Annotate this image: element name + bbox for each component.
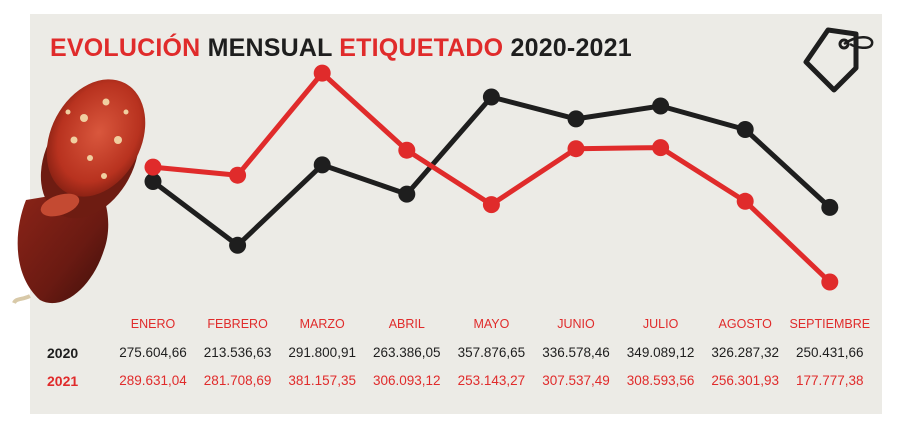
data-point-2020-febrero — [229, 236, 247, 254]
data-point-2020-enero — [144, 173, 162, 190]
data-point-2020-julio — [652, 97, 670, 115]
data-point-2021-julio — [652, 139, 670, 157]
value-2020: 336.578,46 — [542, 345, 610, 360]
value-2021: 281.708,69 — [203, 373, 272, 388]
series-line-2020 — [151, 94, 832, 248]
chart-title: EVOLUCIÓN MENSUAL ETIQUETADO 2020-2021 — [50, 36, 632, 61]
title-part-mensual: MENSUAL — [207, 34, 333, 62]
data-point-2021-abril — [398, 141, 416, 159]
value-2021: 253.143,27 — [457, 373, 526, 388]
value-2020: 213.536,63 — [203, 345, 272, 360]
value-2021: 307.537,49 — [542, 373, 610, 388]
month-label: MARZO — [299, 317, 345, 331]
value-2021: 308.593,56 — [626, 373, 695, 388]
month-label: ENERO — [130, 317, 176, 331]
month-label: JULIO — [642, 317, 679, 331]
data-point-2020-abril — [398, 185, 416, 203]
month-label: SEPTIEMBRE — [789, 317, 871, 331]
data-point-2020-agosto — [736, 121, 754, 138]
data-point-2021-junio — [567, 140, 585, 158]
value-2020: 357.876,65 — [457, 345, 526, 360]
month-label: MAYO — [473, 317, 510, 331]
title-part-years: 2020-2021 — [510, 34, 632, 62]
title-part-etiquetado: ETIQUETADO — [339, 34, 504, 62]
data-point-2021-agosto — [736, 192, 754, 210]
data-point-2021-mayo — [482, 196, 500, 214]
value-2020: 326.287,32 — [711, 345, 779, 360]
value-2021: 306.093,12 — [373, 373, 441, 388]
data-point-2021-septiembre — [821, 273, 839, 291]
data-point-2020-mayo — [482, 88, 500, 106]
series-points — [144, 64, 839, 291]
chart-panel — [30, 14, 882, 414]
value-2021: 381.157,35 — [288, 373, 356, 388]
month-label: FEBRERO — [207, 317, 268, 331]
chorizo-illustration — [12, 79, 146, 305]
row-label-2020: 2020 — [47, 345, 79, 361]
value-2020: 250.431,66 — [796, 345, 864, 360]
title-part-evolucion: EVOLUCIÓN — [50, 34, 201, 62]
month-label: ABRIL — [388, 317, 425, 331]
value-2020: 291.800,91 — [288, 345, 356, 360]
data-point-2021-febrero — [229, 166, 247, 184]
month-label: JUNIO — [557, 317, 595, 331]
value-2020: 263.386,05 — [373, 345, 441, 360]
data-point-2020-marzo — [313, 156, 331, 174]
data-point-2021-enero — [144, 158, 162, 176]
value-2021: 289.631,04 — [119, 373, 187, 388]
month-label: AGOSTO — [718, 317, 772, 331]
data-point-2020-junio — [567, 110, 585, 128]
row-label-2021: 2021 — [47, 373, 79, 389]
value-2021: 256.301,93 — [711, 373, 779, 388]
value-2020: 349.089,12 — [626, 345, 695, 360]
value-2020: 275.604,66 — [119, 345, 187, 360]
data-point-2020-septiembre — [821, 198, 839, 216]
price-tag-icon — [803, 27, 874, 93]
data-point-2021-marzo — [313, 64, 331, 82]
value-2021: 177.777,38 — [796, 373, 864, 388]
